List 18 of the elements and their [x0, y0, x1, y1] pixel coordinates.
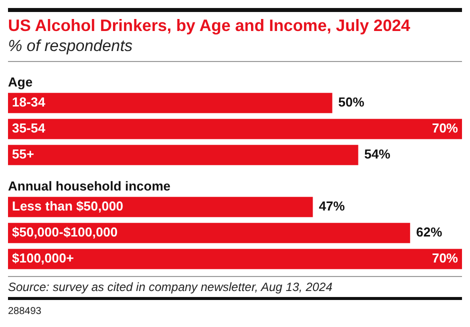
- chart-subtitle: % of respondents: [8, 37, 134, 57]
- y-tick-label: $100,000+: [12, 250, 74, 266]
- y-tick-label: 35-54: [12, 120, 46, 136]
- chart-title: US Alcohol Drinkers, by Age and Income, July 2024: [8, 16, 412, 37]
- source-note: Source: survey as cited in company newsletter, Aug 13, 2024: [8, 276, 462, 294]
- y-tick-label: 55+: [12, 146, 34, 162]
- data-label: 50%: [338, 94, 365, 110]
- text: 288493: [8, 297, 462, 317]
- y-tick-label: Less than $50,000: [12, 198, 124, 214]
- data-label: 62%: [416, 224, 443, 240]
- data-label: 70%: [432, 120, 458, 136]
- annotation: Age: [8, 74, 33, 90]
- y-tick-label: $50,000-$100,000: [12, 224, 118, 240]
- annotation: Annual household income: [8, 178, 171, 194]
- y-tick-label: 18-34: [12, 94, 46, 110]
- data-label: 70%: [432, 250, 458, 266]
- data-label: 54%: [364, 146, 391, 162]
- data-label: 47%: [318, 198, 346, 214]
